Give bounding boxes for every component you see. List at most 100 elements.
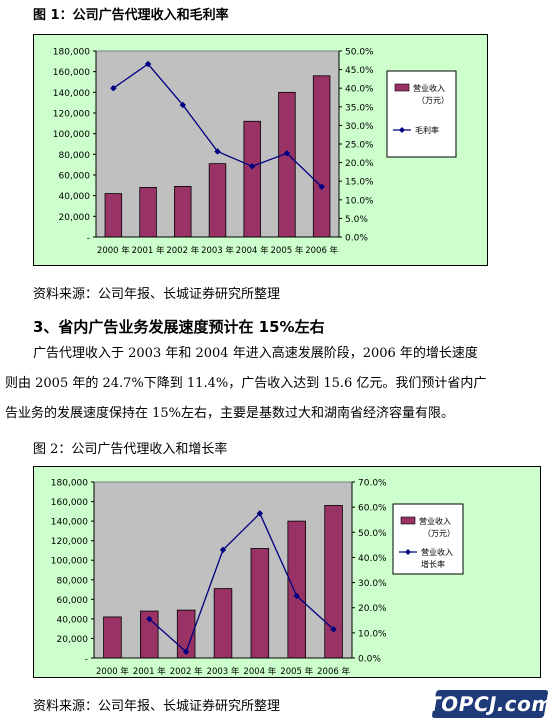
bar: [139, 186, 157, 238]
section-paragraph: 广告代理收入于 2003 年和 2004 年进入高速发展阶段，2006 年的增长…: [0, 339, 552, 429]
legend-line-marker: [399, 127, 405, 133]
bar: [104, 193, 123, 238]
legend-box: [392, 503, 464, 575]
y2-axis-tick-label: 0.0%: [345, 234, 368, 244]
y-axis-tick-label: 20,000: [57, 635, 89, 645]
y-axis-tick-label: -: [87, 234, 90, 244]
y-axis-tick-label: -: [85, 655, 88, 665]
legend-label: 营业收入: [419, 516, 451, 526]
bar: [213, 588, 233, 659]
x-axis-tick-label: 2002 年: [166, 245, 199, 256]
x-axis-tick-label: 2002 年: [170, 666, 203, 676]
y-axis-tick-label: 140,000: [53, 89, 90, 99]
line-point: [249, 163, 256, 170]
x-axis-tick-label: 2005 年: [280, 666, 313, 676]
x-axis-tick-label: 2001 年: [133, 666, 166, 676]
bar: [208, 163, 227, 238]
paragraph-line: 则由 2005 年的 24.7%下降到 11.4%，广告收入达到 15.6 亿元…: [5, 376, 487, 391]
legend-label: 增长率: [421, 559, 445, 569]
y-axis-tick-label: 180,000: [53, 48, 90, 58]
y2-axis-tick-label: 60.0%: [358, 504, 387, 514]
x-axis-tick-label: 2003 年: [207, 666, 240, 676]
y-axis-tick-label: 120,000: [53, 110, 90, 120]
line-point: [283, 150, 291, 157]
y-axis-tick-label: 40,000: [59, 192, 91, 202]
y2-axis-tick-label: 70.0%: [358, 479, 387, 489]
figure-1-title: 图 1：公司广告代理收入和毛利率: [33, 8, 229, 23]
bar: [250, 548, 270, 659]
x-axis-tick-label: 2003 年: [201, 245, 234, 256]
paragraph-line: 告业务的发展速度保持在 15%左右，主要是基数过大和湖南省经济容量有限。: [5, 406, 455, 421]
bar: [103, 616, 122, 659]
y2-axis-tick-label: 10.0%: [358, 629, 387, 639]
y2-axis-tick-label: 20.0%: [358, 604, 387, 614]
bar: [243, 120, 261, 238]
chart-2: - 20,000 40,000 60,000 80,000 100,000 120,000 1…: [51, 479, 464, 677]
y2-axis-tick-label: 0.0%: [358, 655, 381, 665]
line-point: [146, 615, 153, 623]
legend-label: 营业收入: [421, 547, 453, 557]
y2-axis-tick-label: 40.0%: [345, 85, 374, 95]
y2-axis-tick-label: 35.0%: [345, 103, 374, 113]
y2-axis-tick-label: 50.0%: [358, 529, 387, 539]
bar: [278, 91, 296, 238]
y2-axis-tick-label: 50.0%: [345, 48, 374, 58]
bar: [287, 520, 306, 659]
y2-axis-tick-label: 30.0%: [345, 122, 374, 132]
x-axis-tick-label: 2006 年: [305, 245, 338, 256]
y2-axis-tick-label: 5.0%: [345, 215, 368, 225]
y-axis-tick-label: 60,000: [57, 596, 89, 606]
legend-label: 营业收入: [413, 83, 445, 93]
section-heading: 3、省内广告业务发展速度预计在 15%左右: [33, 318, 325, 336]
figure-2-title: 图 2：公司广告代理收入和增长率: [33, 442, 228, 457]
x-axis-tick-label: 2004 年: [236, 245, 269, 256]
line-point: [110, 85, 117, 92]
line-point: [179, 101, 186, 109]
x-axis-tick-label: 2006 年: [317, 666, 350, 676]
legend-bar-swatch: [400, 516, 416, 525]
paragraph-line: 广告代理收入于 2003 年和 2004 年进入高速发展阶段，2006 年的增长…: [33, 346, 478, 361]
source-note-2: 资料来源：公司年报、长城证券研究所整理: [33, 699, 281, 714]
legend-bar-swatch: [394, 83, 410, 92]
line-point: [318, 183, 325, 190]
y-axis-tick-label: 80,000: [59, 151, 91, 161]
x-axis-tick-label: 2004 年: [243, 666, 276, 676]
y-axis-tick-label: 140,000: [51, 518, 88, 528]
y2-axis-tick-label: 45.0%: [345, 66, 374, 76]
y-axis-tick-label: 20,000: [59, 213, 91, 223]
line-point: [144, 60, 152, 68]
site-watermark-logo: TOPCJ.com: [424, 690, 552, 718]
chart-1-frame: - 20,000 40,000 60,000 80,000 100,000 120,000 1…: [33, 34, 488, 266]
chart-1: - 20,000 40,000 60,000 80,000 100,000 120,000 1…: [53, 48, 457, 256]
bar: [312, 75, 331, 238]
line-point: [214, 148, 221, 155]
y-axis-tick-label: 60,000: [59, 172, 91, 182]
y-axis-tick-label: 120,000: [51, 537, 88, 547]
y2-axis-tick-label: 15.0%: [345, 178, 374, 188]
y-axis-tick-label: 100,000: [53, 130, 90, 140]
y-axis-tick-label: 80,000: [57, 576, 89, 586]
y-axis-tick-label: 40,000: [57, 615, 89, 625]
x-axis-tick-label: 2001 年: [132, 245, 165, 256]
chart-2-frame: - 20,000 40,000 60,000 80,000 100,000 120,000 1…: [33, 466, 541, 678]
y2-axis-tick-label: 25.0%: [345, 141, 374, 151]
y2-axis-tick-label: 40.0%: [358, 554, 387, 564]
legend-label: （万元）: [417, 96, 449, 105]
source-note-1: 资料来源：公司年报、长城证券研究所整理: [33, 287, 281, 302]
y-axis-tick-label: 160,000: [51, 498, 88, 508]
bar: [324, 505, 343, 659]
legend-label: （万元）: [423, 529, 455, 538]
series-line: [148, 512, 335, 653]
y-axis-tick-label: 100,000: [51, 557, 88, 567]
y-axis-tick-label: 160,000: [53, 68, 90, 78]
legend-label: 毛利率: [415, 125, 439, 135]
y2-axis-tick-label: 10.0%: [345, 196, 374, 206]
legend: 营业收入 （万元） 毛利率: [386, 70, 457, 158]
x-axis-tick-label: 2005 年: [271, 245, 304, 256]
bar: [174, 185, 192, 238]
x-axis-tick-label: 2000 年: [96, 666, 129, 676]
legend-line-marker: [405, 549, 411, 555]
y2-axis-tick-label: 20.0%: [345, 159, 374, 169]
x-axis-tick-label: 2000 年: [97, 245, 130, 256]
